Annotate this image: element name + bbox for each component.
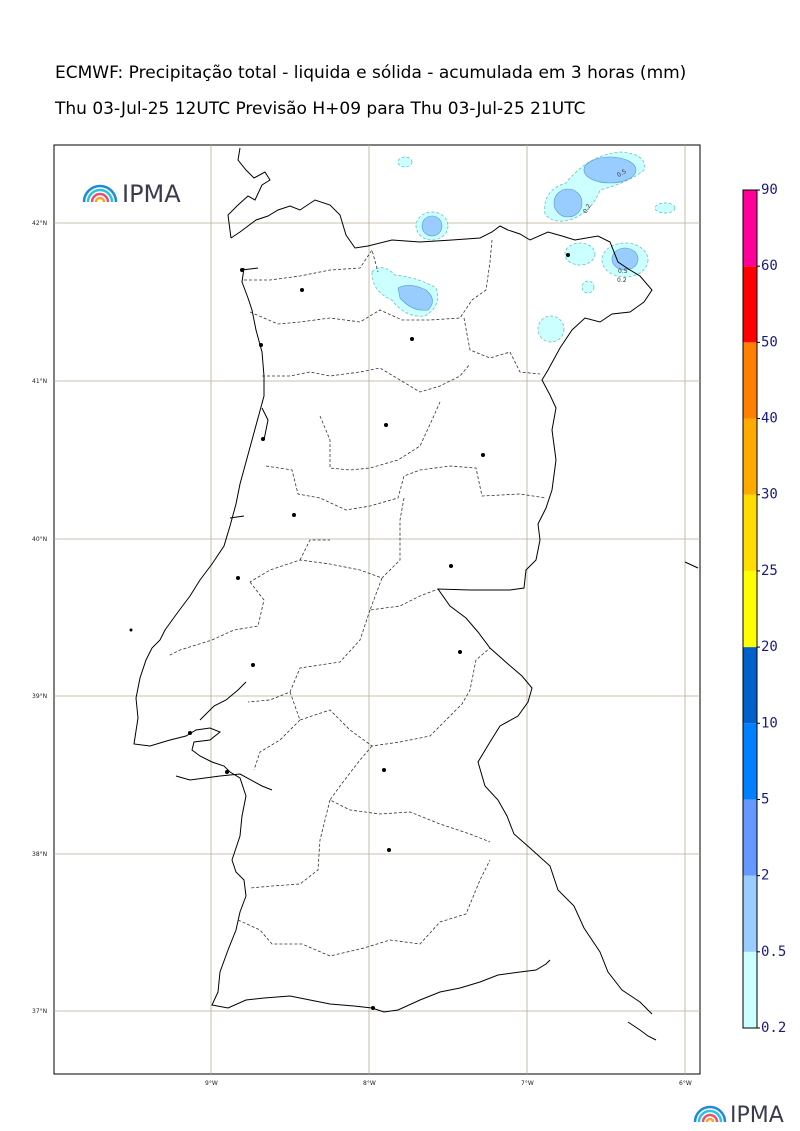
colorbar-segment bbox=[743, 799, 757, 876]
colorbar-segment bbox=[743, 723, 757, 800]
lat-label-42: 42°N bbox=[32, 220, 47, 227]
colorbar-label: 50 bbox=[761, 334, 778, 350]
colorbar-segment bbox=[743, 342, 757, 419]
footer-logo-text: IPMA bbox=[730, 1103, 784, 1128]
ipma-logo-text: IPMA bbox=[122, 180, 181, 208]
colorbar-segment bbox=[743, 418, 757, 495]
colorbar-segment bbox=[743, 494, 757, 571]
colorbar-label: 2 bbox=[761, 868, 769, 884]
lat-label-39: 39°N bbox=[32, 693, 47, 700]
district-boundaries bbox=[167, 239, 547, 957]
colorbar-label: 20 bbox=[761, 639, 778, 655]
colorbar-border bbox=[742, 189, 758, 1029]
lon-label-6: 6°W bbox=[679, 1080, 692, 1087]
colorbar-segment bbox=[743, 951, 757, 1028]
colorbar-label: 5 bbox=[761, 791, 769, 807]
lon-label-9: 9°W bbox=[205, 1080, 218, 1087]
map-title: ECMWF: Precipitação total - liquida e só… bbox=[55, 63, 687, 83]
colorbar-label: 90 bbox=[761, 182, 778, 198]
contour-label: 0.5 bbox=[618, 268, 628, 275]
lat-label-37: 37°N bbox=[32, 1008, 47, 1015]
colorbar-label: 30 bbox=[761, 487, 778, 503]
colorbar-label: 40 bbox=[761, 411, 778, 427]
lat-label-41: 41°N bbox=[32, 378, 47, 385]
colorbar-segment bbox=[743, 570, 757, 648]
lon-label-8: 8°W bbox=[363, 1080, 376, 1087]
contour-label: 0.5 bbox=[616, 168, 628, 179]
map-frame bbox=[53, 144, 701, 1075]
lat-label-40: 40°N bbox=[32, 536, 47, 543]
coastline bbox=[129, 147, 699, 1041]
colorbar-label: 10 bbox=[761, 715, 778, 731]
colorbar-label: 60 bbox=[761, 258, 778, 274]
lat-label-38: 38°N bbox=[32, 851, 47, 858]
contour-label: 0.2 bbox=[582, 203, 593, 215]
precipitation-areas: 0.5 0.2 0.5 0.2 bbox=[371, 151, 676, 343]
lon-label-7: 7°W bbox=[521, 1080, 534, 1087]
colorbar-segment bbox=[743, 190, 757, 267]
colorbar-label: 0.5 bbox=[761, 944, 786, 960]
colorbar-label: 0.2 bbox=[761, 1020, 786, 1036]
city-markers bbox=[188, 253, 570, 1010]
map-subtitle: Thu 03-Jul-25 12UTC Previsão H+09 para T… bbox=[55, 99, 586, 119]
colorbar-label: 25 bbox=[761, 563, 778, 579]
colorbar-segment bbox=[743, 875, 757, 952]
colorbar-segment bbox=[743, 266, 757, 343]
contour-label: 0.2 bbox=[617, 277, 627, 284]
footer-logo: IPMA bbox=[693, 1103, 784, 1128]
colorbar-segment bbox=[743, 647, 757, 724]
graticule bbox=[54, 145, 700, 1074]
ipma-logo: IPMA bbox=[82, 180, 181, 208]
